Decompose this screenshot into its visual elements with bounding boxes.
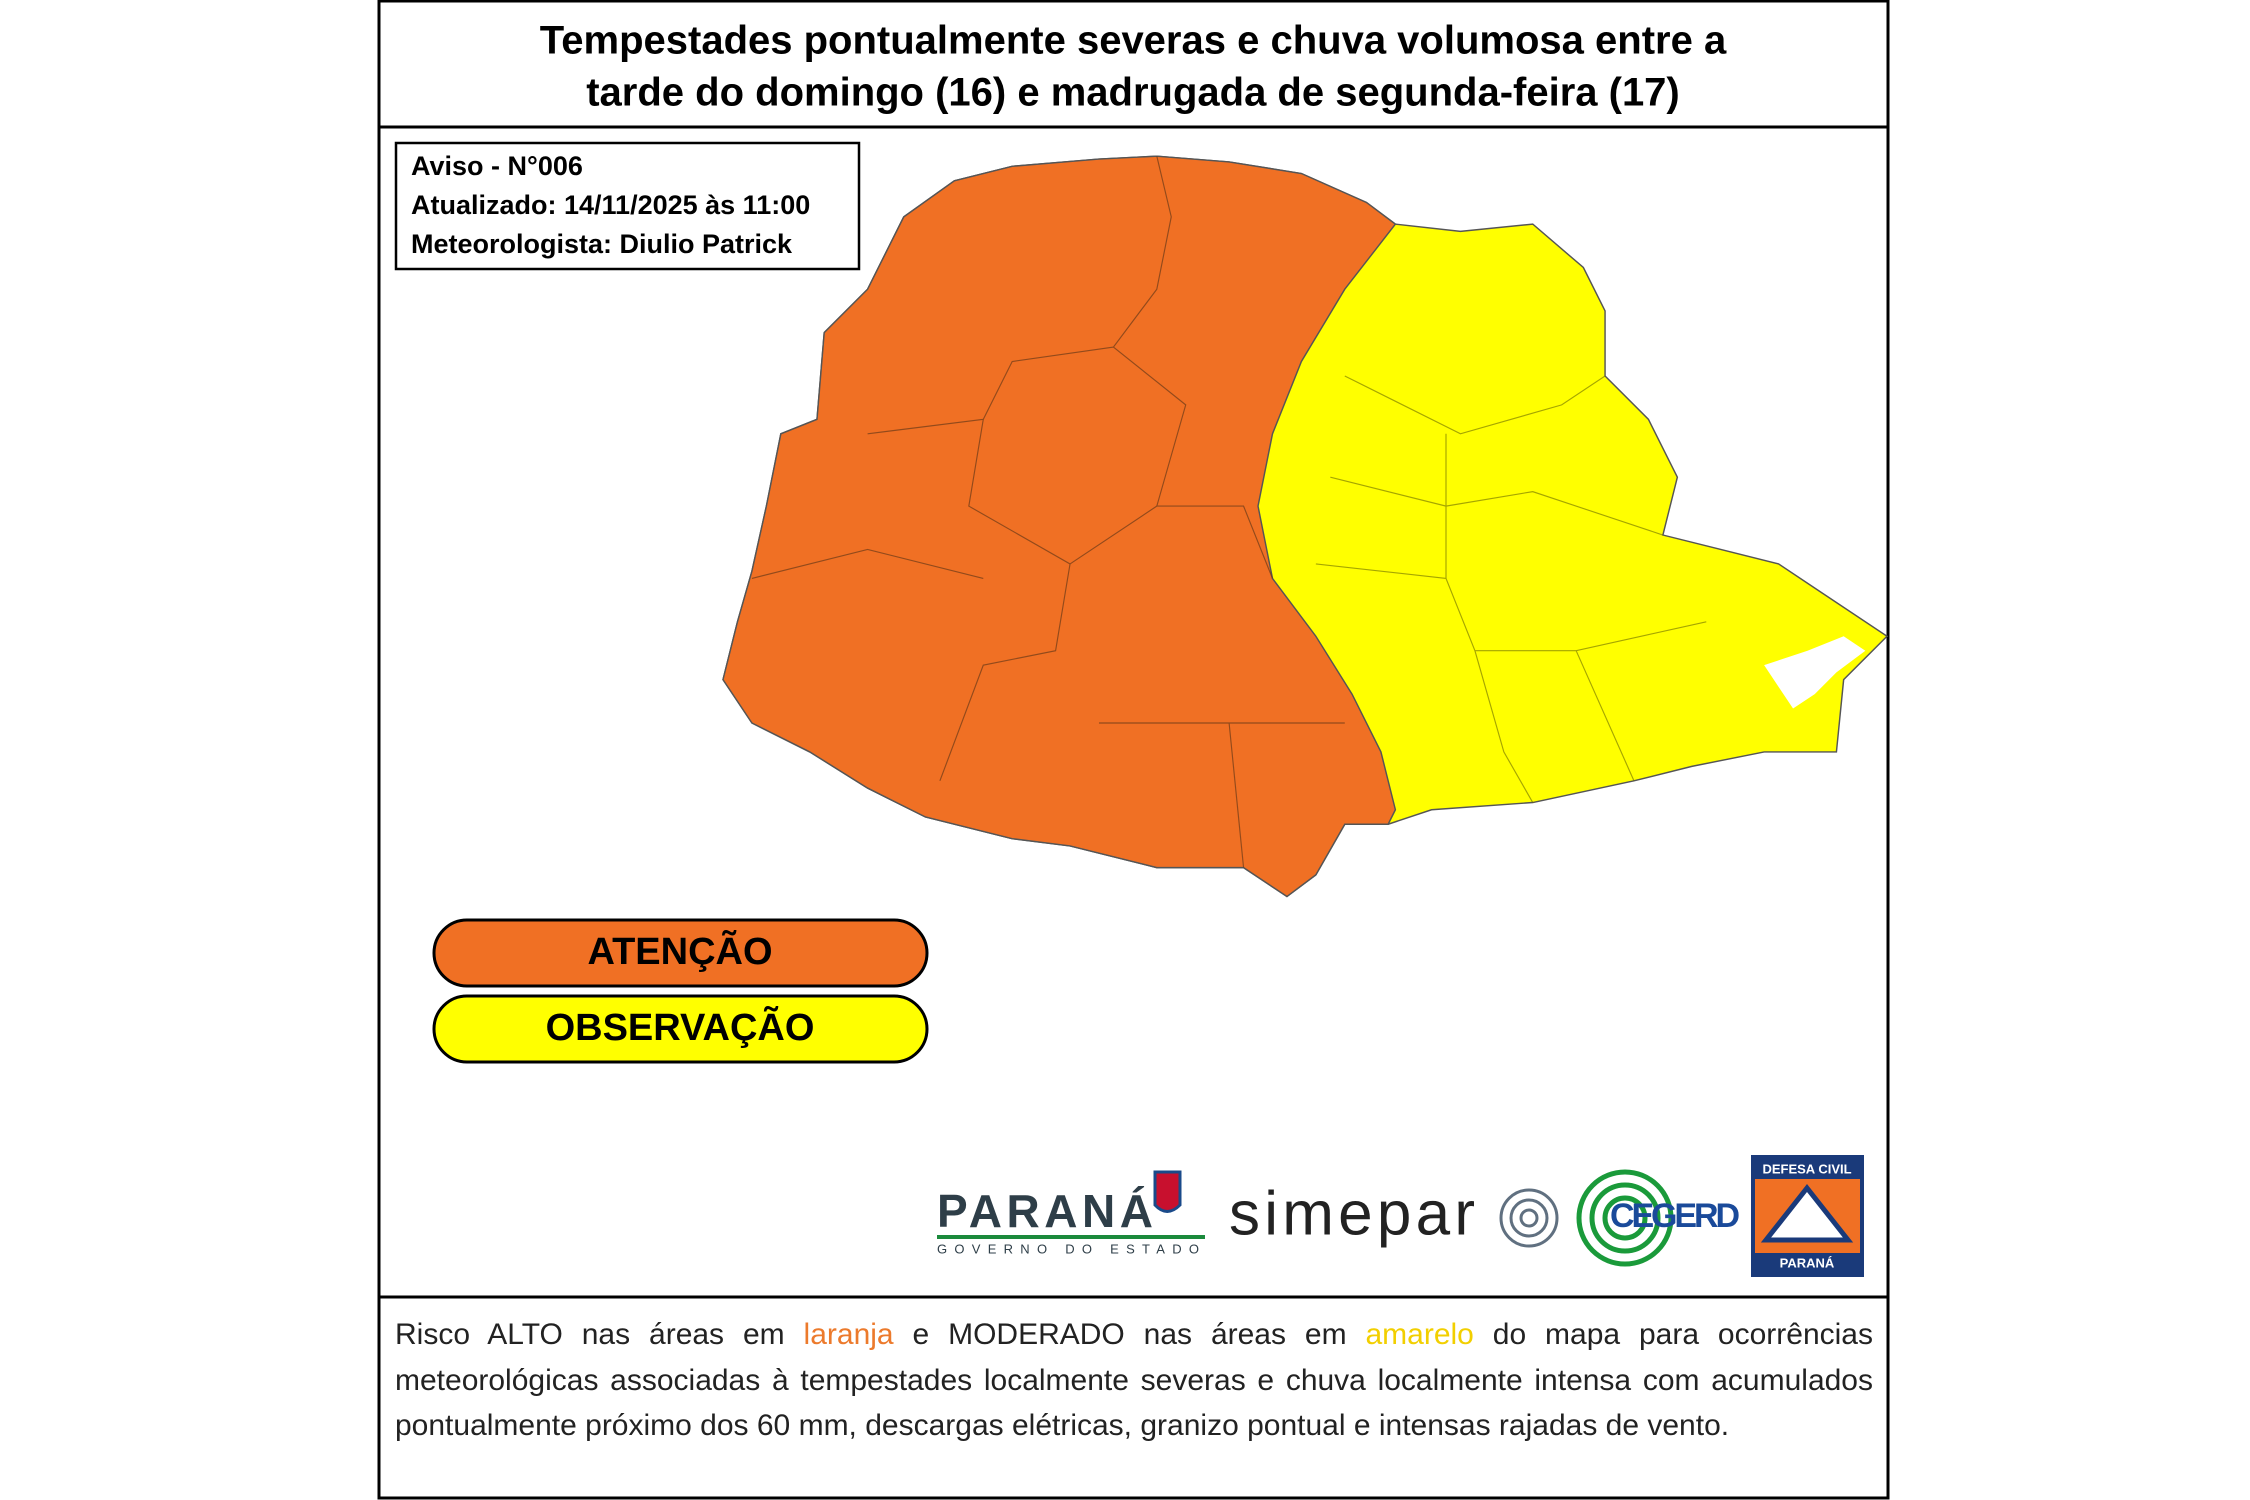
text: e MODERADO nas áreas em [893,1318,1366,1351]
logo-radio-icon [1499,1188,1559,1248]
logo-text: CEGERD [1610,1197,1740,1235]
logo-text: PARANÁ [937,1185,1153,1237]
text-highlight: amarelo [1365,1318,1474,1351]
logo-simepar: simepar [1229,1179,1475,1248]
bay [1764,636,1866,709]
text: do mapa para ocorrências meteorológicas … [395,1318,1873,1442]
map [722,155,1889,898]
footer-text: Risco ALTO nas áreas em laranja e MODERA… [395,1312,1873,1449]
legend-label: OBSERVAÇÃO [546,1005,815,1049]
title-line: tarde do domingo (16) e madrugada de seg… [586,71,1680,115]
triangle [1760,1183,1854,1243]
map-orange-region [722,155,1397,898]
warning-updated: Atualizado: 14/11/2025 às 11:00 [411,190,810,220]
info-box [394,141,861,271]
text: Risco ALTO nas áreas em [395,1318,804,1351]
warning-meteorologist: Meteorologista: Diulio Patrick [411,229,793,259]
logo-cegerd: CEGERD [1576,1169,1740,1267]
warning-number: Aviso - N°006 [411,151,583,181]
text-highlight: laranja [803,1318,894,1351]
map-region-borders [751,156,1345,868]
logo-defesa-civil: DEFESA CIVIL PARANÁ [1751,1155,1864,1277]
logo-subtext: GOVERNO DO ESTADO [937,1241,1205,1256]
logo-text: DEFESA CIVIL [1762,1161,1851,1176]
legend-label: ATENÇÃO [587,929,772,973]
map-region-borders [1315,375,1707,803]
legend-item [432,918,929,988]
logo-text: PARANÁ [1780,1255,1835,1270]
title-line: Tempestades pontualmente severas e chuva… [540,19,1727,63]
badge-band [1755,1253,1860,1273]
badge-band [1755,1159,1860,1179]
crest [1153,1170,1182,1213]
legend-item [432,994,929,1064]
